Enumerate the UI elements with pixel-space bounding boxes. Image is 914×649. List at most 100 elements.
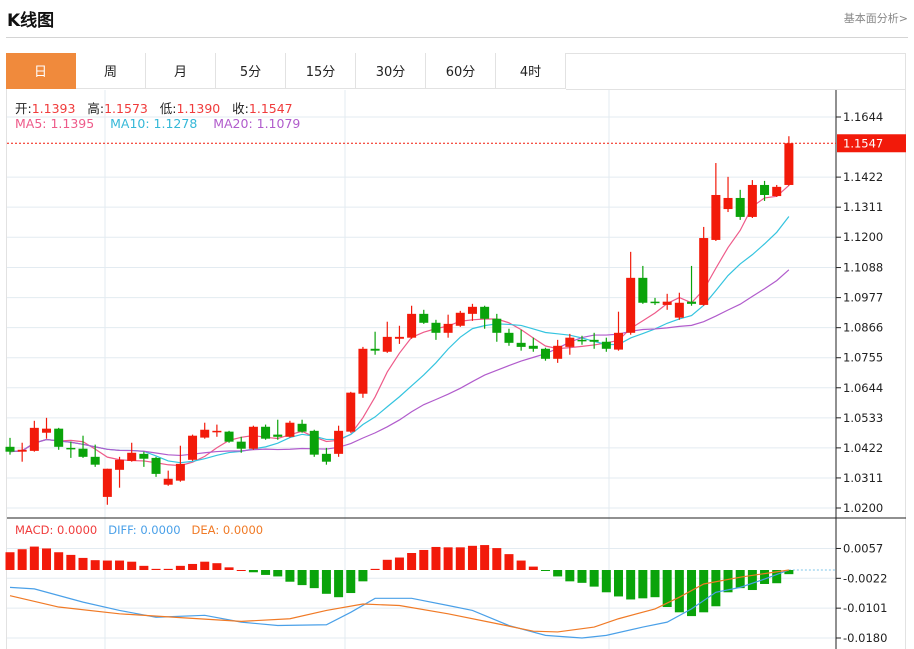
candle — [784, 136, 794, 186]
tab-week[interactable]: 周 — [76, 53, 146, 89]
candle-body — [127, 452, 137, 461]
open-value: 1.1393 — [31, 101, 76, 116]
macd-histogram-bar — [760, 570, 770, 584]
macd-histogram-bar — [638, 570, 648, 599]
candle — [626, 251, 636, 335]
candle-body — [285, 422, 295, 437]
price-tick-label: 1.0311 — [843, 471, 883, 485]
macd-histogram-bar — [200, 561, 210, 570]
candle-body — [747, 184, 757, 217]
tab-60min[interactable]: 60分 — [426, 53, 496, 89]
candle-body — [188, 435, 198, 460]
candle — [212, 424, 222, 437]
candle — [66, 441, 76, 458]
tab-month[interactable]: 月 — [146, 53, 216, 89]
candle — [54, 427, 64, 450]
price-tick-label: 1.0533 — [843, 411, 883, 425]
candle — [577, 335, 587, 345]
price-tick-label: 1.0422 — [843, 441, 883, 455]
tab-5min[interactable]: 5分 — [216, 53, 286, 89]
macd-histogram-bar — [540, 570, 550, 571]
candle-body — [650, 301, 660, 304]
macd-histogram-bar — [285, 570, 295, 582]
high-label: 高: — [87, 101, 105, 116]
candle-body — [467, 306, 477, 314]
candle-body — [528, 345, 538, 349]
price-tick-label: 1.1311 — [843, 200, 883, 214]
candle — [261, 424, 271, 440]
candle-body — [614, 332, 623, 350]
macd-histogram-bar — [699, 570, 709, 613]
macd-histogram-bar — [309, 570, 319, 589]
macd-histogram-bar — [346, 570, 356, 594]
candle — [650, 297, 660, 305]
current-price-label: 1.1547 — [843, 136, 883, 150]
candle-body — [723, 197, 733, 210]
macd-histogram-bar — [224, 567, 234, 570]
candle — [78, 435, 88, 458]
tab-15min[interactable]: 15分 — [286, 53, 356, 89]
candle — [115, 456, 125, 488]
macd-histogram-bar — [589, 570, 599, 587]
macd-histogram-bar — [127, 561, 137, 570]
macd-legend: MACD: 0.0000 DIFF: 0.0000 DEA: 0.0000 — [15, 523, 263, 537]
candle-body — [662, 301, 672, 305]
candle — [151, 456, 161, 477]
candle-body — [407, 313, 417, 338]
candle — [492, 313, 502, 342]
tab-bar-border — [566, 89, 906, 90]
candle-body — [163, 478, 173, 485]
candle — [236, 436, 246, 453]
candle-body — [66, 447, 76, 450]
candle-body — [309, 430, 319, 455]
candle-body — [699, 238, 709, 305]
candle — [127, 442, 137, 462]
macd-histogram-bar — [261, 570, 271, 575]
dea-value: DEA: 0.0000 — [191, 523, 264, 537]
candle — [516, 329, 526, 351]
tab-30min[interactable]: 30分 — [356, 53, 426, 89]
candle-body — [540, 348, 550, 359]
candle-body — [431, 322, 441, 333]
fundamental-analysis-link[interactable]: 基本面分析> — [843, 12, 908, 25]
candle — [285, 420, 295, 438]
macd-histogram-bar — [711, 570, 721, 607]
current-price-badge — [837, 134, 906, 153]
candle-body — [443, 323, 453, 333]
macd-histogram-bar — [236, 570, 246, 571]
macd-histogram-bar — [188, 563, 198, 570]
macd-histogram-bar — [321, 570, 331, 594]
candle — [188, 434, 198, 461]
candle-body — [577, 339, 587, 342]
macd-histogram-bar — [394, 557, 404, 570]
price-tick-label: 1.1422 — [843, 170, 883, 184]
candle-body — [711, 194, 721, 240]
candle-body — [516, 342, 526, 347]
candle-body — [638, 277, 648, 303]
price-tick-label: 1.0977 — [843, 291, 883, 305]
candle-body — [687, 301, 697, 304]
header-divider — [6, 37, 908, 38]
price-tick-label: 1.1200 — [843, 230, 883, 244]
macd-histogram-bar — [151, 568, 161, 570]
candle — [443, 314, 453, 338]
candle — [309, 429, 319, 457]
candle-body — [601, 341, 611, 349]
candle — [200, 422, 210, 439]
candle-body — [370, 348, 380, 351]
candle — [431, 319, 441, 340]
price-tick-label: 1.0644 — [843, 381, 883, 395]
candle-body — [589, 339, 599, 342]
candle — [455, 310, 465, 327]
macd-histogram-bar — [175, 565, 185, 570]
candle-body — [139, 453, 149, 459]
close-label: 收: — [232, 101, 249, 116]
tab-day[interactable]: 日 — [6, 53, 76, 89]
candle — [662, 293, 672, 310]
macd-histogram-bar — [443, 547, 453, 570]
tab-4hour[interactable]: 4时 — [496, 53, 566, 89]
diff-line — [9, 569, 790, 639]
macd-histogram-bar — [747, 570, 757, 591]
candle — [553, 339, 563, 363]
